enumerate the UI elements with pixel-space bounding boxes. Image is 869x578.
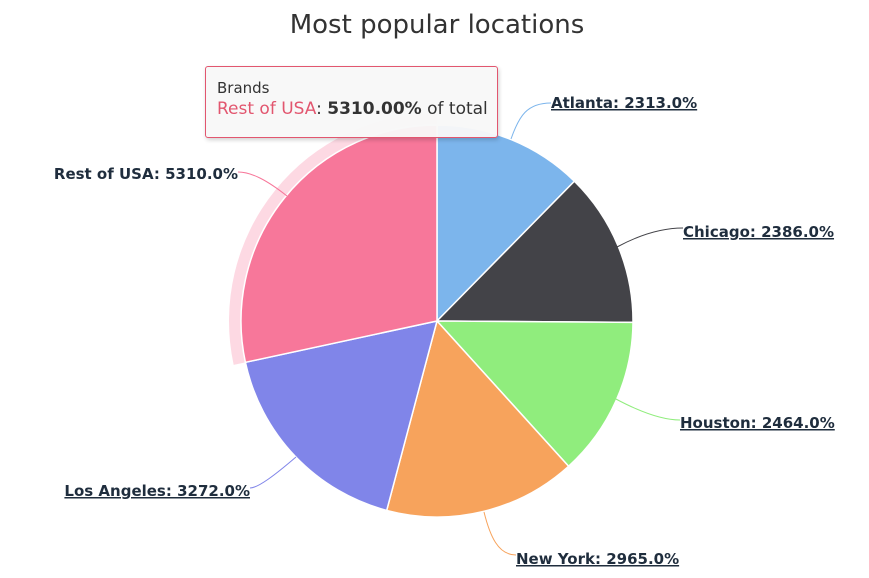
connector-atlanta	[510, 102, 552, 140]
connector-chicago	[616, 227, 684, 248]
slices	[240, 124, 634, 518]
label-houston[interactable]: Houston: 2464.0%	[680, 414, 835, 432]
connector-houston	[613, 397, 681, 421]
label-new-york[interactable]: New York: 2965.0%	[516, 550, 679, 568]
connector-los-angeles	[249, 456, 297, 489]
label-los-angeles[interactable]: Los Angeles: 3272.0%	[64, 482, 250, 500]
tooltip-point-name: Rest of USA	[217, 99, 317, 119]
connector-new-york	[483, 511, 517, 556]
tooltip-body: Rest of USA: 5310.00% of total	[217, 97, 497, 121]
tooltip-suffix: of total	[421, 99, 488, 119]
slice-los-angeles[interactable]	[244, 320, 438, 512]
connector-rest-of-usa	[237, 171, 288, 197]
label-chicago[interactable]: Chicago: 2386.0%	[683, 223, 834, 241]
slice-chicago[interactable]	[436, 180, 634, 324]
connectors	[237, 102, 684, 556]
data-labels: Atlanta: 2313.0% Chicago: 2386.0% Houston:…	[54, 94, 835, 568]
tooltip-value: 5310.00%	[327, 99, 422, 119]
tooltip-separator: :	[316, 99, 328, 119]
chart-title: Most popular locations	[290, 10, 585, 40]
slice-rest-of-usa[interactable]	[240, 124, 438, 364]
slice-houston[interactable]	[436, 320, 634, 468]
tooltip: Brands Rest of USA: 5310.00% of total	[205, 66, 498, 138]
slice-new-york[interactable]	[385, 320, 570, 518]
label-rest-of-usa: Rest of USA: 5310.0%	[54, 165, 238, 183]
label-atlanta[interactable]: Atlanta: 2313.0%	[551, 94, 697, 112]
tooltip-header: Brands	[217, 79, 270, 97]
